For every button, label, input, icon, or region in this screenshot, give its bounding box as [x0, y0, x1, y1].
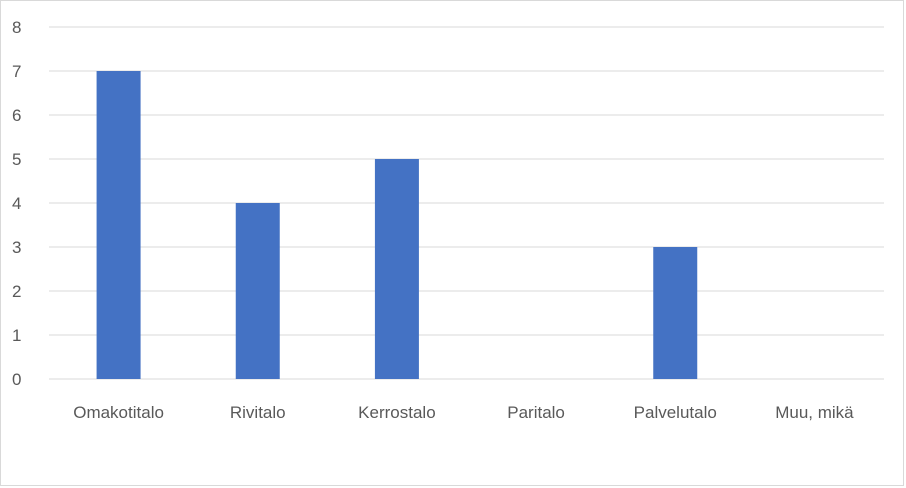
- y-tick-label: 2: [12, 282, 21, 301]
- y-tick-label: 1: [12, 326, 21, 345]
- bar: [235, 203, 280, 379]
- y-tick-label: 5: [12, 150, 21, 169]
- bars: [96, 71, 698, 379]
- y-axis-ticks: 0 1 2 3 4 5 6 7 8: [12, 18, 21, 389]
- x-tick-label: Paritalo: [507, 403, 565, 422]
- x-tick-label: Palvelutalo: [634, 403, 717, 422]
- x-tick-label: Omakotitalo: [73, 403, 164, 422]
- x-tick-label: Muu, mikä: [775, 403, 854, 422]
- y-tick-label: 7: [12, 62, 21, 81]
- bar: [653, 247, 698, 379]
- x-tick-label: Kerrostalo: [358, 403, 435, 422]
- gridlines: [49, 26, 884, 380]
- x-tick-label: Rivitalo: [230, 403, 286, 422]
- y-tick-label: 4: [12, 194, 21, 213]
- y-tick-label: 8: [12, 18, 21, 37]
- bar: [96, 71, 141, 379]
- x-axis-ticks: Omakotitalo Rivitalo Kerrostalo Paritalo Pal…: [73, 403, 854, 422]
- bar: [374, 159, 419, 379]
- y-tick-label: 6: [12, 106, 21, 125]
- y-tick-label: 3: [12, 238, 21, 257]
- y-tick-label: 0: [12, 370, 21, 389]
